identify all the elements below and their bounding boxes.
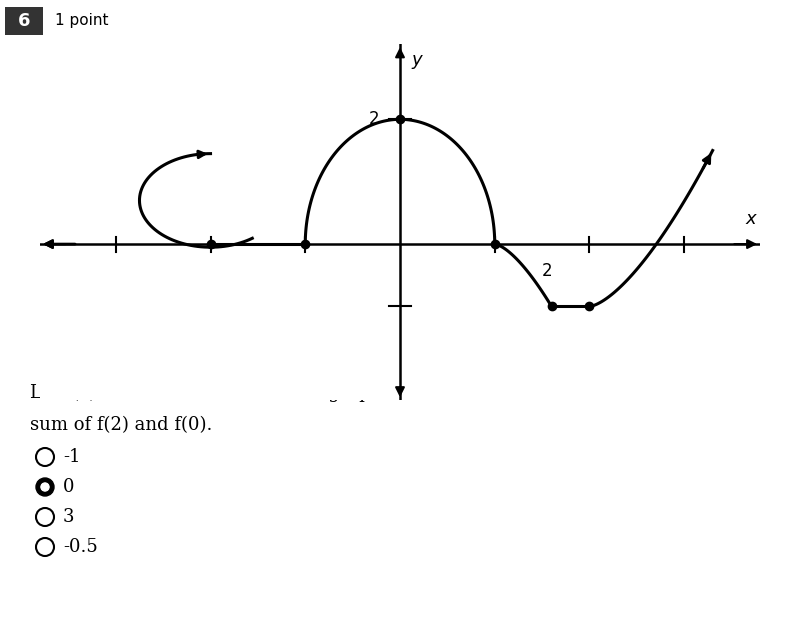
Text: sum of f(2) and f(0).: sum of f(2) and f(0).	[30, 416, 212, 434]
Text: -0.5: -0.5	[63, 538, 98, 556]
Text: y: y	[412, 51, 422, 69]
Text: 3: 3	[63, 508, 74, 526]
Text: 6: 6	[18, 12, 30, 30]
Text: Let f(x) be the function with the graph shown.   Find the: Let f(x) be the function with the graph …	[30, 384, 547, 402]
Circle shape	[39, 481, 50, 493]
Circle shape	[36, 478, 54, 496]
Text: 2: 2	[369, 110, 379, 128]
Circle shape	[42, 483, 49, 490]
Text: 2: 2	[542, 262, 552, 279]
Text: -1: -1	[63, 448, 81, 466]
Text: x: x	[746, 210, 756, 229]
FancyBboxPatch shape	[5, 7, 43, 35]
Text: 1 point: 1 point	[55, 13, 109, 29]
Text: 0: 0	[63, 478, 74, 496]
Circle shape	[41, 483, 49, 491]
